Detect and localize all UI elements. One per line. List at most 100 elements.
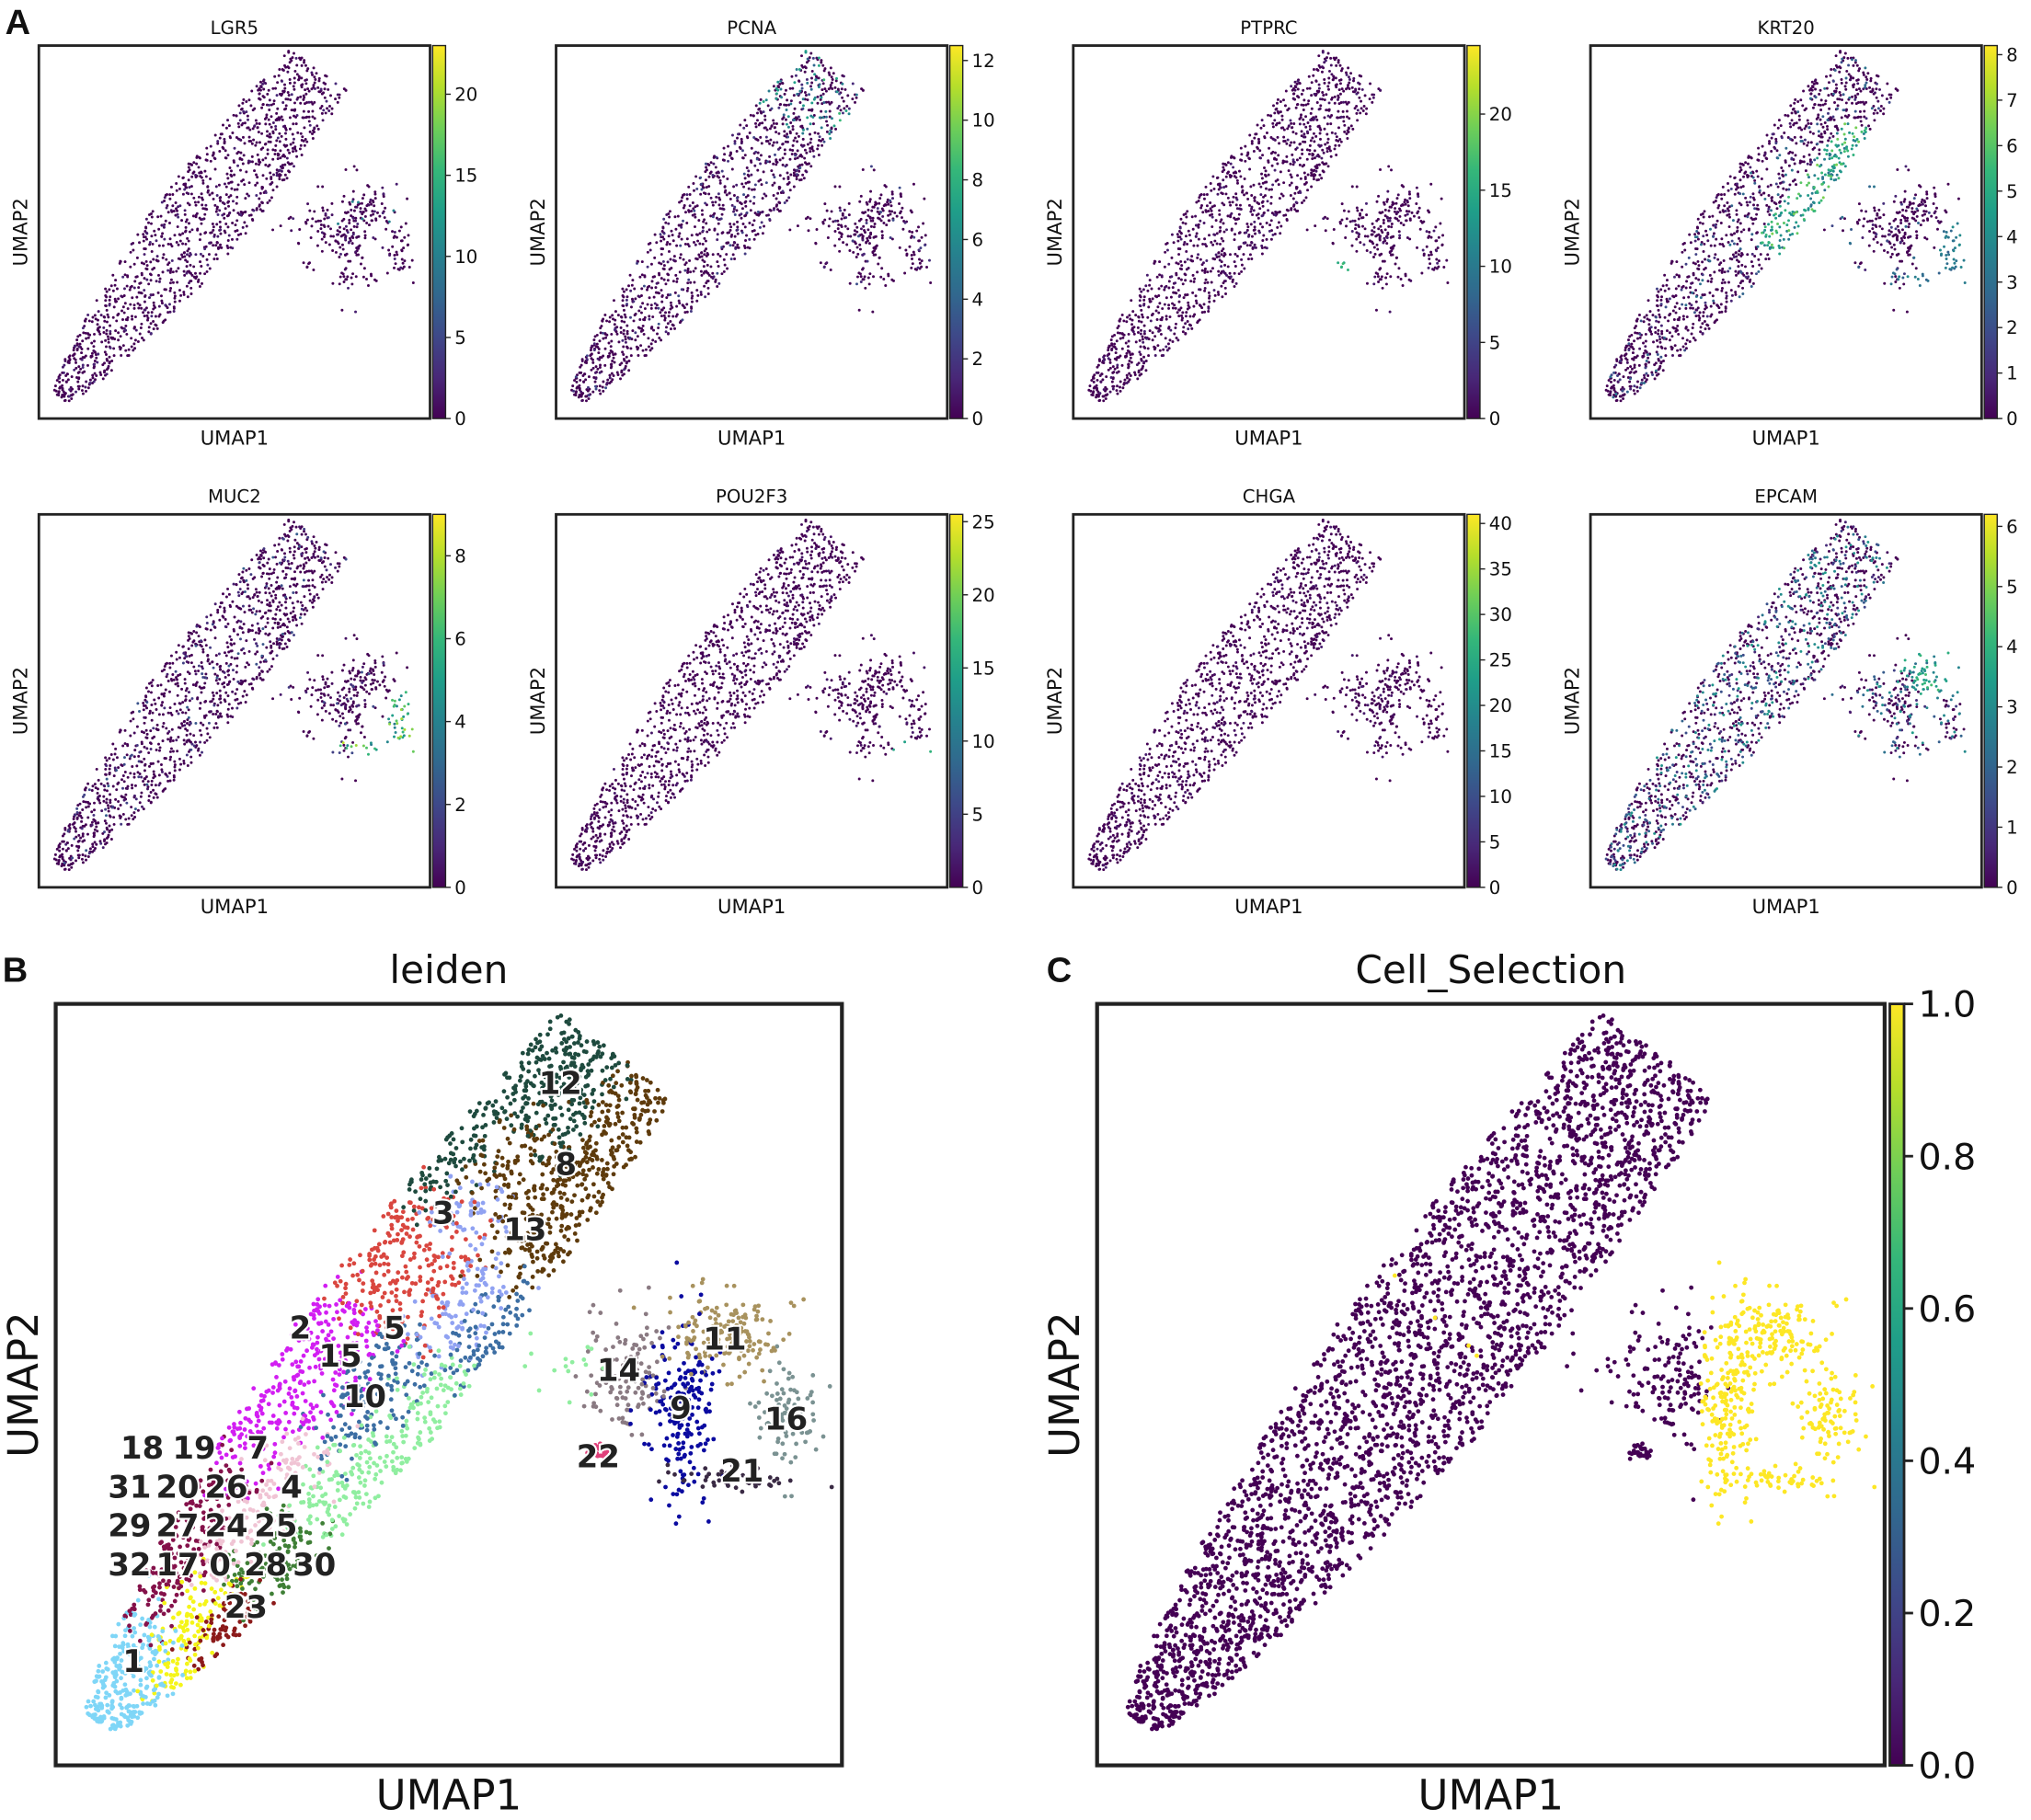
data-point (810, 101, 813, 104)
data-point (645, 354, 648, 357)
data-point (1203, 311, 1206, 314)
data-point (268, 89, 270, 92)
data-point (1319, 129, 1322, 132)
data-point (853, 234, 855, 236)
data-point (885, 223, 888, 226)
data-point (744, 205, 747, 208)
data-point (1437, 266, 1440, 269)
data-point (1097, 399, 1100, 402)
data-point (670, 258, 672, 261)
data-point (754, 183, 757, 186)
data-point (680, 200, 683, 202)
data-point (133, 280, 136, 282)
data-point (1319, 97, 1322, 100)
data-point (350, 214, 352, 217)
data-point (1634, 393, 1636, 395)
data-point (625, 361, 628, 363)
data-point (233, 114, 235, 117)
data-point (634, 297, 637, 300)
data-point (1329, 122, 1332, 125)
data-point (912, 236, 915, 239)
data-point (372, 213, 374, 216)
data-point (1369, 97, 1371, 100)
data-point (370, 273, 373, 276)
data-point (1209, 201, 1211, 204)
data-point (723, 258, 726, 261)
data-point (178, 175, 180, 177)
data-point (717, 253, 719, 256)
data-point (1302, 89, 1304, 92)
data-point (596, 343, 599, 346)
data-point (1282, 140, 1285, 143)
data-point (1266, 222, 1268, 224)
data-point (898, 202, 901, 205)
data-point (834, 128, 837, 131)
data-point (203, 232, 206, 235)
data-point (1131, 327, 1134, 330)
data-point (1441, 234, 1444, 236)
data-point (862, 267, 865, 269)
data-point (171, 193, 174, 196)
data-point (1096, 379, 1099, 382)
data-point (786, 109, 788, 111)
data-point (1213, 240, 1216, 243)
data-point (1183, 241, 1186, 244)
data-point (1438, 259, 1440, 262)
data-point (1239, 175, 1242, 177)
data-point (1289, 184, 1291, 187)
data-point (727, 160, 729, 163)
data-point (1375, 271, 1378, 274)
data-point (104, 288, 107, 291)
data-point (729, 223, 731, 225)
data-point (236, 165, 239, 167)
data-point (1819, 89, 1822, 92)
data-point (317, 220, 320, 223)
data-point (831, 101, 833, 104)
data-point (801, 87, 804, 90)
data-point (106, 329, 109, 332)
data-point (1398, 235, 1401, 237)
data-point (63, 364, 65, 367)
data-point (353, 165, 356, 167)
data-point (1179, 218, 1182, 221)
data-point (692, 182, 694, 185)
data-point (1273, 119, 1276, 121)
data-point (655, 307, 658, 310)
data-point (1142, 356, 1145, 359)
data-point (173, 234, 176, 236)
data-point (809, 52, 812, 55)
data-point (1324, 82, 1326, 85)
data-point (703, 253, 706, 256)
data-point (1288, 169, 1291, 172)
data-point (1156, 305, 1159, 308)
data-point (823, 266, 826, 269)
data-point (258, 198, 260, 200)
data-point (1407, 204, 1410, 207)
data-point (798, 178, 801, 181)
data-point (228, 124, 231, 127)
data-point (691, 301, 694, 303)
data-point (1327, 77, 1330, 80)
data-point (669, 210, 671, 212)
data-point (224, 182, 226, 185)
data-point (1220, 272, 1222, 275)
data-point (784, 93, 786, 96)
data-point (183, 270, 186, 273)
data-point (678, 235, 681, 238)
data-point (785, 104, 787, 107)
data-point (869, 217, 872, 220)
data-point (356, 223, 359, 225)
data-point (706, 280, 709, 282)
data-point (293, 70, 296, 73)
data-point (382, 212, 384, 214)
data-point (922, 223, 924, 225)
data-point (1356, 209, 1359, 212)
data-point (722, 158, 725, 161)
data-point (775, 141, 778, 143)
data-point (276, 94, 279, 97)
data-point (736, 197, 739, 200)
data-point (287, 149, 290, 152)
data-point (1354, 227, 1357, 230)
data-point (629, 316, 632, 319)
